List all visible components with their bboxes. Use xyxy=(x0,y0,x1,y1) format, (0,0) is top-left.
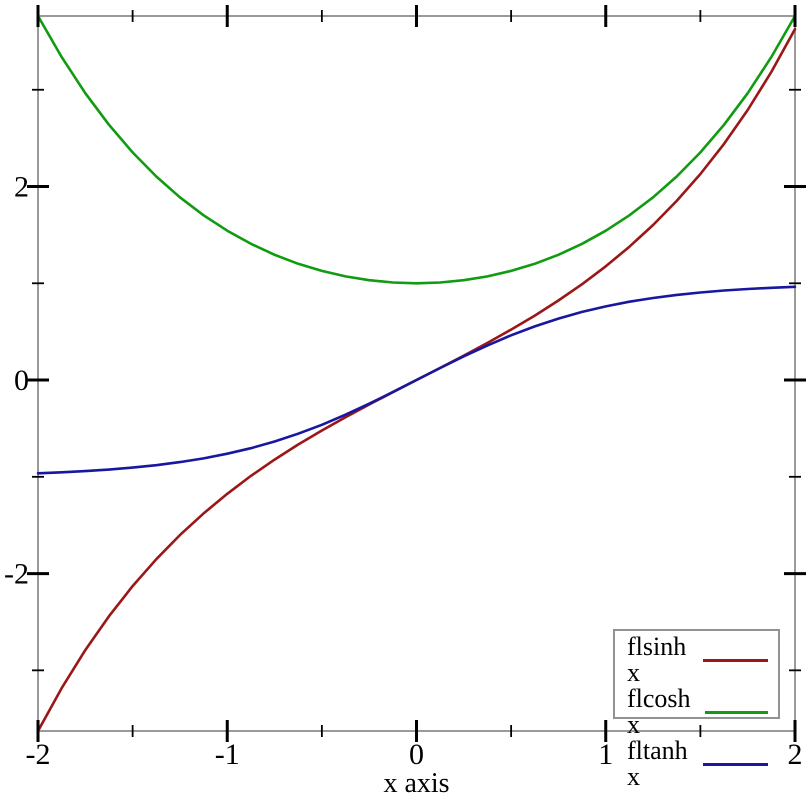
y-tick-label: 2 xyxy=(14,171,29,204)
series-line-2 xyxy=(36,285,797,475)
x-tick-label: 1 xyxy=(598,738,613,771)
series-line-1 xyxy=(36,14,797,285)
flsinh-line-swatch xyxy=(702,658,768,662)
x-tick-label: 0 xyxy=(409,738,424,771)
legend-label-flsinh: flsinh x xyxy=(627,632,687,687)
legend: flsinh x flcosh x fltanh x xyxy=(613,629,780,790)
legend-item-fltanh: fltanh x xyxy=(627,738,768,790)
x-tick-label: -1 xyxy=(215,738,240,771)
x-tick-label: -2 xyxy=(26,738,51,771)
legend-label-flcosh: flcosh x xyxy=(627,684,691,739)
legend-item-flsinh: flsinh x xyxy=(627,634,768,686)
flcosh-line-swatch xyxy=(704,710,768,714)
legend-label-fltanh: fltanh x xyxy=(627,736,688,791)
fltanh-line-swatch xyxy=(703,762,768,766)
legend-item-flcosh: flcosh x xyxy=(627,686,768,738)
x-axis-label: x axis xyxy=(383,768,450,799)
y-tick-label: 0 xyxy=(14,364,29,397)
plot-border xyxy=(37,15,796,732)
x-tick-label: 2 xyxy=(788,738,803,771)
y-tick-label: -2 xyxy=(4,558,29,591)
